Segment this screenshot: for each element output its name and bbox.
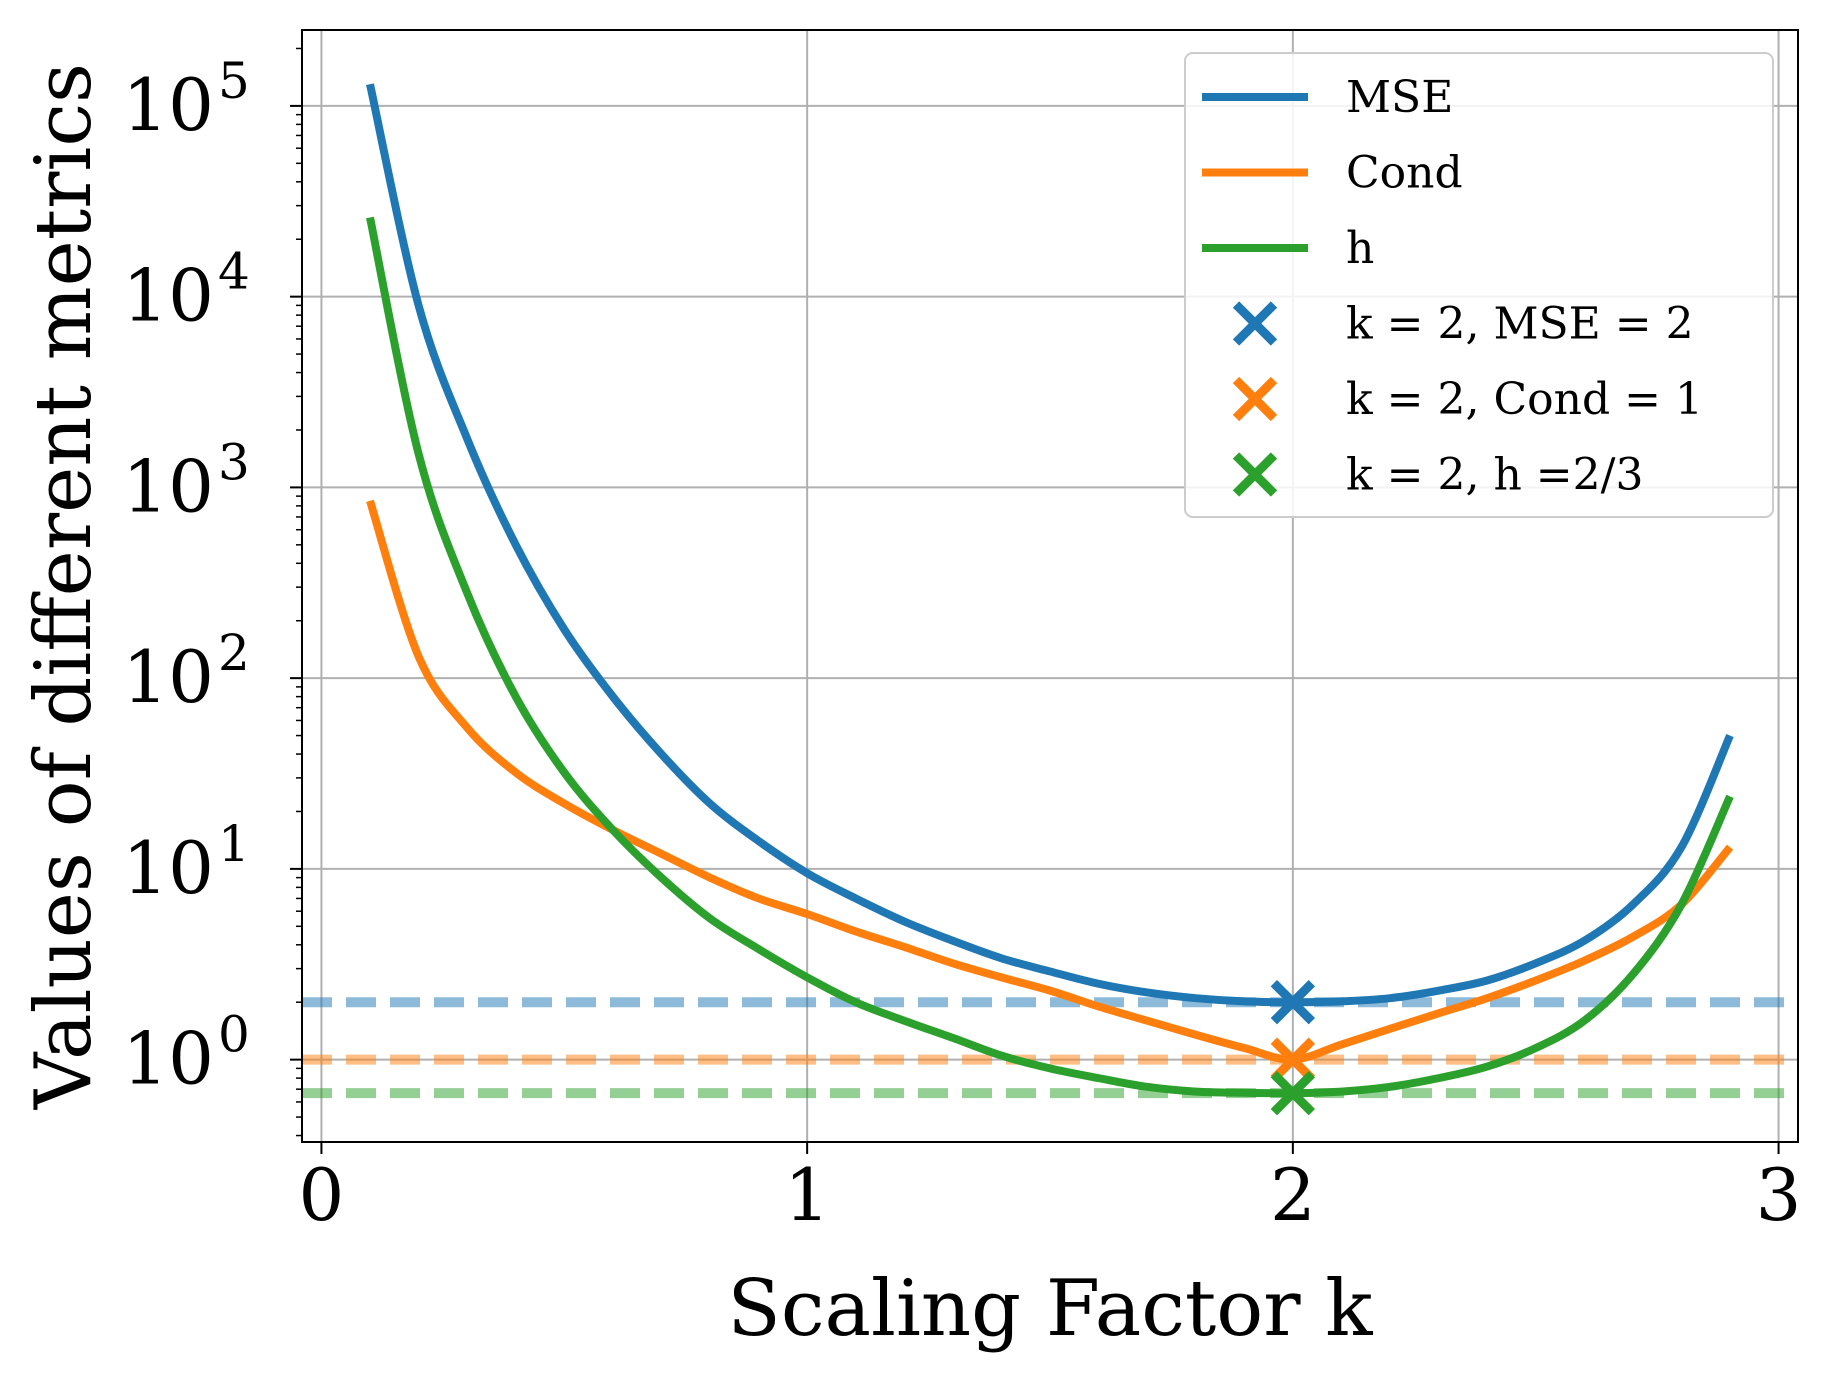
y-tick-exponent: 2 (218, 624, 250, 682)
reference-lines (302, 997, 1798, 1099)
legend-label: h (1346, 223, 1374, 274)
optimum-marker (1270, 1071, 1316, 1116)
optimum-marker (1270, 1037, 1316, 1082)
series (366, 83, 1734, 1098)
legend-box (1184, 52, 1774, 518)
series-line-mse (366, 83, 1734, 1007)
legend-marker (1232, 376, 1278, 422)
legend: MSE Cond h k = 2, MSE = 2 k = 2, Cond = 1 k =… (1184, 52, 1774, 518)
x-tick-label: 0 (299, 1153, 345, 1237)
optimum-marker (1270, 980, 1316, 1025)
legend-label: k = 2, Cond = 1 (1346, 374, 1703, 425)
x-tick-label: 1 (784, 1153, 830, 1237)
plot-frame (301, 29, 1799, 1143)
y-tick-exponent: 1 (218, 815, 250, 873)
legend-marker (1232, 452, 1278, 497)
y-tick-exponent: 4 (218, 243, 250, 301)
series-line-cond (366, 499, 1734, 1064)
x-axis-ticks: 0 1 2 3 (299, 1142, 1802, 1237)
y-tick-exponent: 5 (218, 52, 250, 110)
legend-label: k = 2, h =2/3 (1346, 450, 1643, 501)
y-tick-exponent: 3 (218, 433, 250, 491)
x-tick-label: 3 (1756, 1153, 1802, 1237)
y-tick-label: 10 (122, 1017, 214, 1101)
y-axis-title: Values of different metrics (19, 63, 109, 1110)
legend-label: MSE (1346, 72, 1453, 123)
x-tick-label: 2 (1270, 1153, 1316, 1237)
markers (1270, 980, 1316, 1116)
legend-marker (1232, 301, 1278, 346)
y-tick-label: 10 (122, 63, 214, 147)
x-axis-title: Scaling Factor k (727, 1264, 1373, 1354)
legend-label: k = 2, MSE = 2 (1346, 299, 1694, 350)
y-tick-label: 10 (122, 826, 214, 910)
y-tick-exponent: 0 (218, 1006, 250, 1064)
y-tick-label: 10 (122, 635, 214, 719)
series-line-h (366, 216, 1734, 1098)
y-tick-label: 10 (122, 444, 214, 528)
y-tick-label: 10 (122, 254, 214, 338)
legend-label: Cond (1346, 148, 1463, 199)
